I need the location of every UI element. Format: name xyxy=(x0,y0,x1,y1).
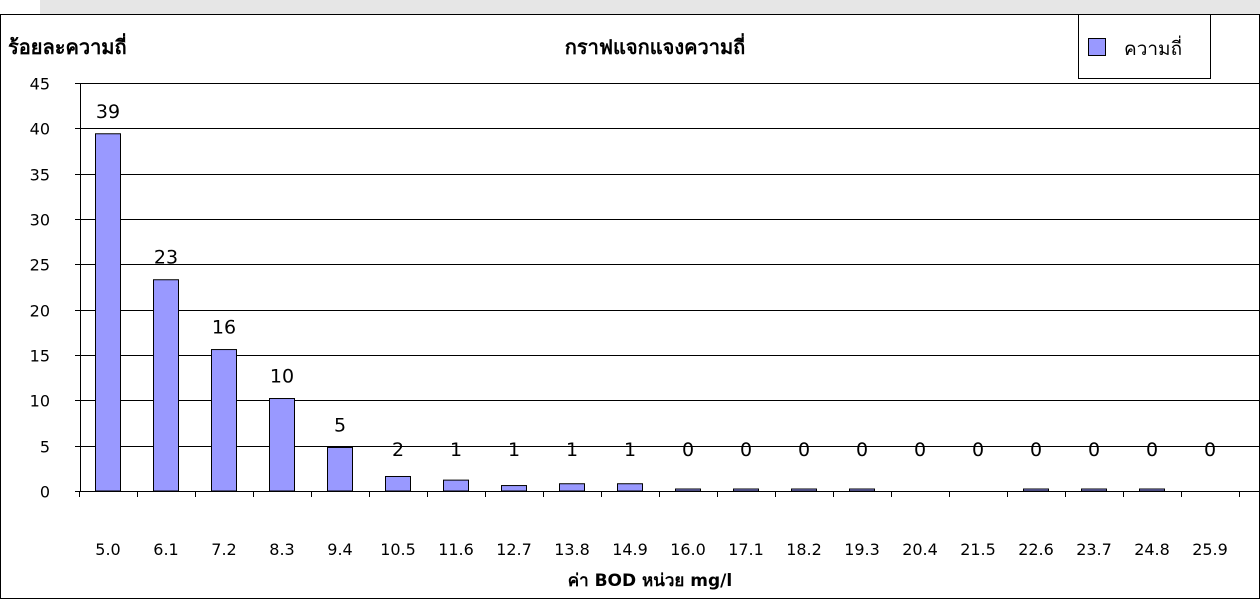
x-tick-label: 5.0 xyxy=(95,540,120,559)
bar xyxy=(733,488,759,492)
y-tick-label: 25 xyxy=(30,256,50,275)
bar xyxy=(559,483,585,492)
y-tick-label: 30 xyxy=(30,211,50,230)
data-label: 0 xyxy=(798,439,810,461)
data-label: 0 xyxy=(740,439,752,461)
y-tick-label: 40 xyxy=(30,120,50,139)
data-label: 16 xyxy=(212,317,236,339)
chart-area-border xyxy=(0,14,1260,599)
data-label: 1 xyxy=(624,439,636,461)
x-tick-label: 13.8 xyxy=(554,540,590,559)
legend: ความถี่ xyxy=(1078,14,1211,79)
legend-swatch xyxy=(1088,38,1106,56)
bar xyxy=(501,485,527,492)
x-tick-label: 10.5 xyxy=(380,540,416,559)
x-tick-label: 11.6 xyxy=(438,540,474,559)
bar xyxy=(95,133,121,492)
x-tick-label: 23.7 xyxy=(1076,540,1112,559)
data-label: 2 xyxy=(392,439,404,461)
data-label: 0 xyxy=(1146,439,1158,461)
chart-title: กราฟแจกแจงความถี่ xyxy=(565,32,745,59)
data-label: 39 xyxy=(96,101,120,123)
data-label: 0 xyxy=(1030,439,1042,461)
x-tick-label: 21.5 xyxy=(960,540,996,559)
data-label: 0 xyxy=(914,439,926,461)
bar xyxy=(791,488,817,492)
x-tick-label: 6.1 xyxy=(153,540,178,559)
y-tick-label: 35 xyxy=(30,166,50,185)
bar xyxy=(1023,488,1049,492)
y-tick-label: 20 xyxy=(30,302,50,321)
bars xyxy=(95,133,1165,492)
bar xyxy=(1139,488,1165,492)
data-label: 1 xyxy=(508,439,520,461)
bar xyxy=(385,475,411,492)
x-tick-label: 14.9 xyxy=(612,540,648,559)
x-tick-label: 8.3 xyxy=(269,540,294,559)
data-label: 1 xyxy=(566,439,578,461)
data-label: 0 xyxy=(1204,439,1216,461)
y-tick-label: 10 xyxy=(30,392,50,411)
data-label: 5 xyxy=(334,414,346,436)
window-top-strip xyxy=(40,0,1260,14)
x-tick-label: 12.7 xyxy=(496,540,532,559)
data-label: 0 xyxy=(1088,439,1100,461)
x-tick-label: 9.4 xyxy=(327,540,352,559)
x-tick-label: 17.1 xyxy=(728,540,764,559)
data-label: 1 xyxy=(450,439,462,461)
y-tick-label: 45 xyxy=(30,75,50,94)
data-label: 10 xyxy=(270,366,294,388)
x-tick-label: 24.8 xyxy=(1134,540,1170,559)
bar xyxy=(1081,488,1107,492)
bar xyxy=(443,479,469,492)
legend-label: ความถี่ xyxy=(1124,35,1182,60)
x-tick-label: 18.2 xyxy=(786,540,822,559)
x-tick-label: 25.9 xyxy=(1192,540,1228,559)
x-tick-label: 22.6 xyxy=(1018,540,1054,559)
bar xyxy=(269,398,295,492)
data-label: 0 xyxy=(856,439,868,461)
bar xyxy=(849,488,875,492)
y-axis-title: ร้อยละความถี่ xyxy=(8,32,127,59)
y-tick-label: 15 xyxy=(30,347,50,366)
gridlines xyxy=(80,83,1259,447)
x-tick-label: 19.3 xyxy=(844,540,880,559)
bar xyxy=(153,279,179,492)
bar xyxy=(327,446,353,492)
data-label: 23 xyxy=(154,247,178,269)
x-tick-label: 20.4 xyxy=(902,540,938,559)
x-tick-label: 7.2 xyxy=(211,540,236,559)
bar xyxy=(617,483,643,492)
data-label: 0 xyxy=(972,439,984,461)
x-axis-title: ค่า BOD หน่วย mg/l xyxy=(568,571,732,591)
data-label: 0 xyxy=(682,439,694,461)
bar xyxy=(211,349,237,492)
y-tick-label: 0 xyxy=(40,483,50,502)
x-tick-label: 16.0 xyxy=(670,540,706,559)
bar xyxy=(675,488,701,492)
y-tick-label: 5 xyxy=(40,438,50,457)
